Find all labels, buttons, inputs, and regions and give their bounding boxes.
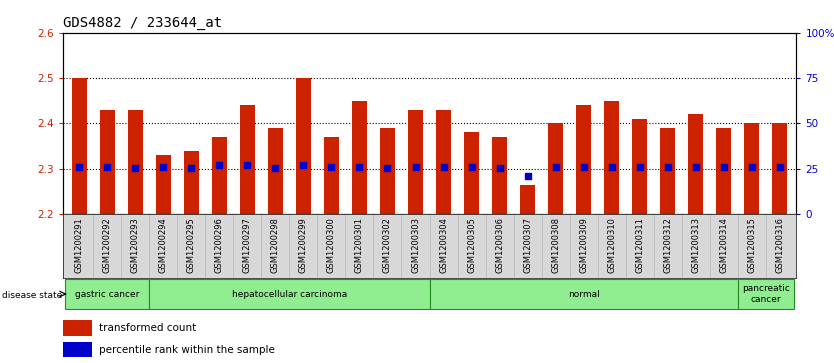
Text: transformed count: transformed count bbox=[99, 323, 197, 333]
Bar bbox=[604, 101, 620, 214]
Text: GSM1200299: GSM1200299 bbox=[299, 217, 308, 273]
Point bbox=[661, 164, 674, 170]
Bar bbox=[430, 280, 737, 309]
Bar bbox=[737, 280, 794, 309]
Text: percentile rank within the sample: percentile rank within the sample bbox=[99, 345, 275, 355]
Text: GSM1200311: GSM1200311 bbox=[636, 217, 644, 273]
Text: gastric cancer: gastric cancer bbox=[75, 290, 139, 298]
Text: GSM1200307: GSM1200307 bbox=[523, 217, 532, 273]
Bar bbox=[65, 280, 149, 309]
Bar bbox=[324, 137, 339, 214]
Text: GSM1200310: GSM1200310 bbox=[607, 217, 616, 273]
Text: GSM1200294: GSM1200294 bbox=[159, 217, 168, 273]
Point bbox=[324, 164, 338, 170]
Bar bbox=[63, 342, 92, 358]
Point bbox=[717, 164, 731, 170]
Text: GDS4882 / 233644_at: GDS4882 / 233644_at bbox=[63, 16, 222, 30]
Bar bbox=[128, 110, 143, 214]
Bar bbox=[72, 78, 87, 214]
Bar bbox=[352, 101, 367, 214]
Point bbox=[605, 164, 618, 170]
Point bbox=[101, 164, 114, 170]
Point bbox=[381, 165, 394, 171]
Text: GSM1200308: GSM1200308 bbox=[551, 217, 560, 273]
Point bbox=[409, 164, 422, 170]
Bar bbox=[772, 123, 787, 214]
Point bbox=[577, 164, 590, 170]
Bar bbox=[183, 151, 199, 214]
Point bbox=[689, 164, 702, 170]
Bar bbox=[100, 110, 115, 214]
Text: GSM1200296: GSM1200296 bbox=[215, 217, 224, 273]
Point bbox=[157, 164, 170, 170]
Text: GSM1200306: GSM1200306 bbox=[495, 217, 504, 273]
Text: GSM1200302: GSM1200302 bbox=[383, 217, 392, 273]
Bar bbox=[239, 105, 255, 214]
Bar bbox=[63, 321, 92, 336]
Text: GSM1200297: GSM1200297 bbox=[243, 217, 252, 273]
Bar bbox=[660, 128, 676, 214]
Bar bbox=[575, 105, 591, 214]
Text: GSM1200292: GSM1200292 bbox=[103, 217, 112, 273]
Point bbox=[213, 162, 226, 168]
Bar bbox=[632, 119, 647, 214]
Text: GSM1200315: GSM1200315 bbox=[747, 217, 756, 273]
Bar bbox=[156, 155, 171, 214]
Text: normal: normal bbox=[568, 290, 600, 298]
Bar bbox=[520, 185, 535, 214]
Bar bbox=[268, 128, 284, 214]
Point bbox=[549, 164, 562, 170]
Point bbox=[437, 164, 450, 170]
Text: GSM1200300: GSM1200300 bbox=[327, 217, 336, 273]
Text: GSM1200293: GSM1200293 bbox=[131, 217, 140, 273]
Text: disease state: disease state bbox=[2, 291, 62, 300]
Point bbox=[465, 164, 478, 170]
Text: GSM1200291: GSM1200291 bbox=[75, 217, 84, 273]
Bar bbox=[379, 128, 395, 214]
Bar bbox=[436, 110, 451, 214]
Text: hepatocellular carcinoma: hepatocellular carcinoma bbox=[232, 290, 347, 298]
Bar bbox=[149, 280, 430, 309]
Point bbox=[269, 165, 282, 171]
Bar bbox=[548, 123, 563, 214]
Text: GSM1200304: GSM1200304 bbox=[439, 217, 448, 273]
Text: GSM1200314: GSM1200314 bbox=[719, 217, 728, 273]
Bar bbox=[212, 137, 227, 214]
Point bbox=[73, 164, 86, 170]
Point bbox=[185, 165, 198, 171]
Point bbox=[493, 165, 506, 171]
Point bbox=[745, 164, 758, 170]
Bar bbox=[744, 123, 759, 214]
Text: GSM1200313: GSM1200313 bbox=[691, 217, 700, 273]
Bar bbox=[408, 110, 423, 214]
Point bbox=[297, 162, 310, 168]
Point bbox=[633, 164, 646, 170]
Bar bbox=[492, 137, 507, 214]
Point bbox=[773, 164, 786, 170]
Point bbox=[241, 162, 254, 168]
Text: GSM1200309: GSM1200309 bbox=[579, 217, 588, 273]
Text: GSM1200305: GSM1200305 bbox=[467, 217, 476, 273]
Text: GSM1200301: GSM1200301 bbox=[355, 217, 364, 273]
Point bbox=[353, 164, 366, 170]
Point bbox=[128, 165, 142, 171]
Text: GSM1200312: GSM1200312 bbox=[663, 217, 672, 273]
Bar bbox=[688, 114, 703, 214]
Bar bbox=[296, 78, 311, 214]
Text: GSM1200316: GSM1200316 bbox=[775, 217, 784, 273]
Bar bbox=[716, 128, 731, 214]
Text: pancreatic
cancer: pancreatic cancer bbox=[741, 284, 790, 304]
Text: GSM1200298: GSM1200298 bbox=[271, 217, 280, 273]
Text: GSM1200295: GSM1200295 bbox=[187, 217, 196, 273]
Text: GSM1200303: GSM1200303 bbox=[411, 217, 420, 273]
Point bbox=[521, 173, 535, 179]
Bar bbox=[464, 132, 480, 214]
